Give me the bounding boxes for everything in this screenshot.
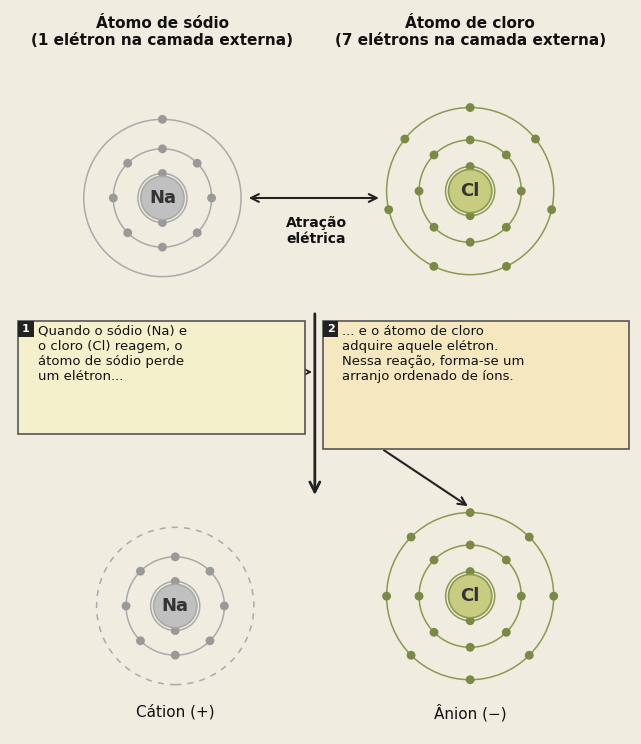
Circle shape [158,218,167,227]
Circle shape [207,193,216,202]
Circle shape [449,170,492,213]
Circle shape [401,135,409,144]
Circle shape [158,144,167,153]
Text: Atração
elétrica: Atração elétrica [286,216,347,246]
Circle shape [502,556,511,565]
Circle shape [109,193,118,202]
Circle shape [415,187,424,196]
Circle shape [158,243,167,251]
Circle shape [123,228,132,237]
FancyBboxPatch shape [18,321,33,336]
Text: 1: 1 [22,324,29,334]
Text: Átomo de cloro
(7 elétrons na camada externa): Átomo de cloro (7 elétrons na camada ext… [335,16,606,48]
Circle shape [406,533,415,542]
Circle shape [136,567,145,576]
Circle shape [429,150,438,159]
Circle shape [415,591,424,600]
Text: Ânion (−): Ânion (−) [434,705,506,722]
Circle shape [171,651,179,660]
Circle shape [502,628,511,637]
Circle shape [429,222,438,231]
Text: Na: Na [162,597,188,615]
Circle shape [531,135,540,144]
Circle shape [193,158,202,167]
Circle shape [466,211,474,220]
Text: Cl: Cl [460,182,480,200]
Text: Cátion (+): Cátion (+) [136,705,215,719]
Circle shape [502,222,511,231]
Circle shape [466,643,474,652]
Text: Átomo de sódio
(1 elétron na camada externa): Átomo de sódio (1 elétron na camada exte… [31,16,294,48]
Circle shape [141,176,184,219]
Circle shape [171,626,179,635]
Circle shape [449,574,492,618]
Circle shape [122,602,131,610]
Circle shape [547,205,556,214]
Circle shape [384,205,393,214]
Circle shape [466,616,474,625]
Circle shape [158,169,167,178]
Text: Cl: Cl [460,587,480,605]
FancyBboxPatch shape [322,321,629,449]
Circle shape [429,628,438,637]
Circle shape [466,238,474,247]
Circle shape [517,591,526,600]
Circle shape [466,103,474,112]
Circle shape [549,591,558,600]
Circle shape [220,602,229,610]
Circle shape [406,651,415,660]
Circle shape [466,162,474,171]
Circle shape [158,115,167,124]
Circle shape [429,262,438,271]
Circle shape [382,591,391,600]
Circle shape [136,636,145,645]
Circle shape [466,541,474,550]
Circle shape [206,636,214,645]
Circle shape [154,584,197,628]
Circle shape [525,533,534,542]
Circle shape [206,567,214,576]
Circle shape [466,676,474,684]
Circle shape [502,150,511,159]
Circle shape [466,508,474,517]
Circle shape [517,187,526,196]
Circle shape [525,651,534,660]
Text: Na: Na [149,189,176,207]
Circle shape [171,577,179,586]
Text: Quando o sódio (Na) e
o cloro (Cl) reagem, o
átomo de sódio perde
um elétron...: Quando o sódio (Na) e o cloro (Cl) reage… [38,325,187,383]
FancyBboxPatch shape [322,321,338,336]
Circle shape [429,556,438,565]
Circle shape [466,135,474,144]
Circle shape [193,228,202,237]
Text: ... e o átomo de cloro
adquire aquele elétron.
Nessa reação, forma-se um
arranjo: ... e o átomo de cloro adquire aquele el… [342,325,525,383]
Circle shape [466,567,474,576]
FancyBboxPatch shape [18,321,305,434]
Text: 2: 2 [327,324,335,334]
Circle shape [502,262,511,271]
Circle shape [171,552,179,561]
Circle shape [123,158,132,167]
